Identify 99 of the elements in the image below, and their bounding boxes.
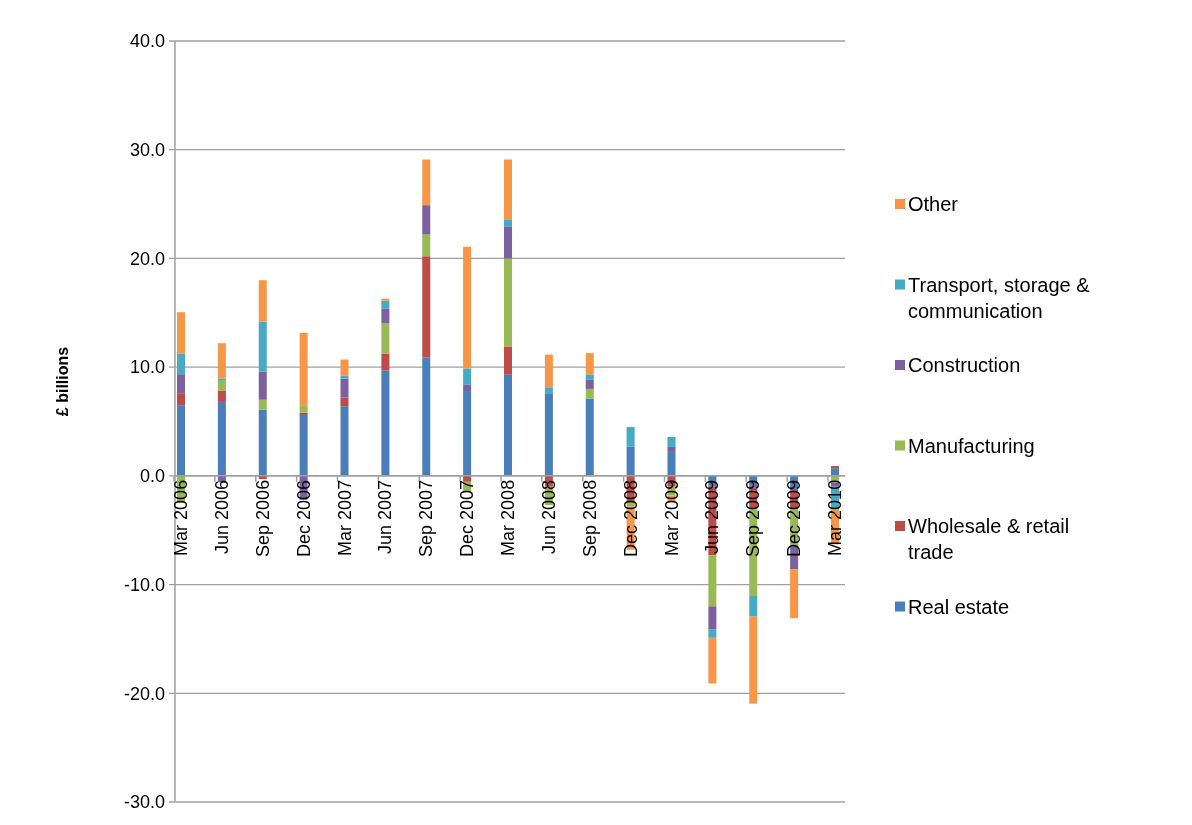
y-tick-label: 20.0 bbox=[129, 248, 165, 269]
bar bbox=[217, 401, 226, 476]
y-tick-label: 40.0 bbox=[129, 31, 165, 52]
legend-label: Other bbox=[908, 193, 959, 215]
bar bbox=[340, 375, 349, 379]
bar bbox=[585, 398, 594, 476]
x-tick-label: Dec 2007 bbox=[457, 479, 478, 557]
legend-label: Transport, storage & communication bbox=[908, 273, 1091, 322]
bar bbox=[422, 256, 431, 358]
bar bbox=[381, 298, 390, 301]
bar bbox=[177, 353, 185, 375]
bar bbox=[585, 379, 594, 389]
bar bbox=[299, 405, 308, 413]
x-tick-label: Sep 2009 bbox=[743, 479, 764, 557]
bar bbox=[504, 346, 512, 375]
bar bbox=[340, 406, 349, 476]
x-tick-label: Mar 2007 bbox=[334, 479, 355, 556]
x-tick-label: Sep 2007 bbox=[416, 479, 437, 557]
legend-label: Manufacturing bbox=[908, 434, 1035, 457]
bar bbox=[463, 384, 472, 392]
bar bbox=[340, 397, 349, 407]
bar bbox=[340, 359, 349, 376]
bar bbox=[258, 280, 267, 322]
bar bbox=[299, 412, 308, 415]
bar bbox=[258, 399, 267, 410]
y-tick-label: 0.0 bbox=[139, 466, 165, 487]
bar bbox=[504, 226, 512, 259]
bar bbox=[381, 323, 390, 354]
bar bbox=[708, 637, 717, 684]
y-tick-label: -30.0 bbox=[123, 792, 165, 813]
bar bbox=[708, 606, 717, 630]
x-tick-label: Jun 2006 bbox=[211, 479, 232, 554]
bar bbox=[667, 451, 676, 476]
bar bbox=[831, 466, 839, 469]
x-tick-label: Dec 2006 bbox=[293, 479, 314, 557]
bar bbox=[463, 246, 472, 369]
bar bbox=[790, 569, 799, 619]
x-tick-label: Dec 2009 bbox=[784, 479, 805, 557]
x-tick-label: Mar 2010 bbox=[825, 479, 845, 556]
y-tick-label: 30.0 bbox=[129, 140, 165, 161]
bar bbox=[217, 378, 226, 381]
bar bbox=[708, 629, 717, 638]
bar bbox=[626, 427, 635, 447]
x-tick-label: Jun 2009 bbox=[702, 479, 723, 554]
bar bbox=[585, 353, 594, 375]
x-tick-label: Sep 2008 bbox=[579, 479, 600, 557]
bar bbox=[422, 234, 431, 257]
bar bbox=[258, 321, 267, 372]
bar bbox=[544, 387, 553, 394]
bar bbox=[667, 436, 676, 447]
x-tick-label: Jun 2008 bbox=[538, 479, 559, 554]
bar bbox=[258, 409, 267, 476]
bar bbox=[749, 595, 758, 617]
bar bbox=[381, 370, 390, 476]
bar bbox=[177, 393, 185, 406]
bar bbox=[299, 332, 308, 406]
x-tick-label: Mar 2009 bbox=[661, 479, 682, 556]
x-tick-label: Jun 2007 bbox=[375, 479, 396, 554]
bar bbox=[299, 414, 308, 476]
bar bbox=[177, 405, 185, 476]
y-tick-label: -20.0 bbox=[123, 683, 165, 704]
x-tick-label: Sep 2006 bbox=[252, 479, 273, 557]
bar bbox=[217, 380, 226, 391]
bar bbox=[217, 343, 226, 379]
bar bbox=[585, 388, 594, 399]
bar bbox=[422, 159, 431, 206]
bar bbox=[708, 555, 717, 607]
bar bbox=[504, 258, 512, 347]
bar bbox=[504, 374, 512, 476]
legend-label: Wholesale & retail trade bbox=[908, 515, 1070, 563]
bar bbox=[177, 312, 185, 354]
bar bbox=[831, 468, 839, 476]
bar bbox=[667, 446, 676, 452]
bar bbox=[626, 446, 635, 476]
x-tick-label: Mar 2008 bbox=[498, 479, 518, 556]
y-tick-label: -10.0 bbox=[123, 574, 165, 595]
bar bbox=[422, 205, 431, 235]
legend-label: Real estate bbox=[908, 595, 1010, 618]
bar bbox=[422, 357, 431, 476]
bar bbox=[504, 159, 512, 220]
y-axis-title: £ billions bbox=[54, 346, 71, 417]
x-tick-label: Mar 2006 bbox=[171, 479, 191, 556]
bar bbox=[381, 300, 390, 309]
bar bbox=[258, 371, 267, 400]
x-tick-label: Dec 2008 bbox=[620, 479, 641, 557]
bar bbox=[544, 354, 553, 388]
bar bbox=[217, 390, 226, 402]
bar bbox=[749, 616, 758, 704]
bar bbox=[177, 374, 185, 394]
bar bbox=[381, 308, 390, 324]
bar bbox=[544, 393, 553, 476]
legend-label: Construction bbox=[908, 354, 1021, 376]
bar bbox=[585, 374, 594, 380]
bar bbox=[340, 378, 349, 398]
bar bbox=[381, 353, 390, 371]
y-tick-label: 10.0 bbox=[129, 357, 165, 378]
bar bbox=[463, 368, 472, 385]
bar bbox=[463, 391, 472, 476]
bar bbox=[504, 219, 512, 227]
